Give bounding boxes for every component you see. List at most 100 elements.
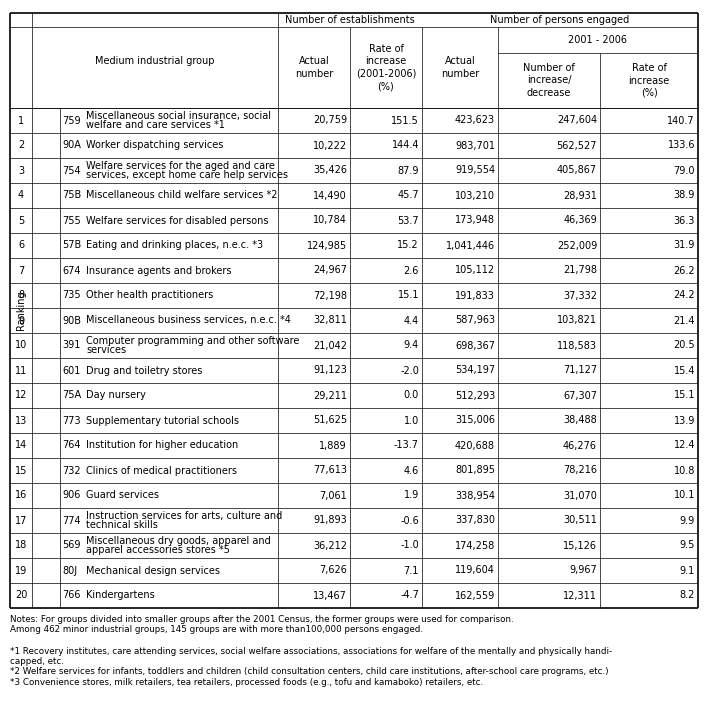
Text: 140.7: 140.7 — [668, 116, 695, 125]
Text: 8: 8 — [18, 290, 24, 301]
Text: 755: 755 — [62, 215, 81, 226]
Text: 53.7: 53.7 — [397, 215, 419, 226]
Text: 983,701: 983,701 — [455, 141, 495, 151]
Text: 144.4: 144.4 — [392, 141, 419, 151]
Text: 36,212: 36,212 — [313, 540, 347, 550]
Text: 13.9: 13.9 — [673, 416, 695, 425]
Text: 569: 569 — [62, 540, 81, 550]
Text: 754: 754 — [62, 165, 81, 175]
Text: 31,070: 31,070 — [563, 491, 597, 501]
Text: 774: 774 — [62, 515, 81, 526]
Text: Number of
increase/
decrease: Number of increase/ decrease — [523, 63, 575, 98]
Text: services: services — [86, 345, 126, 355]
Text: 391: 391 — [62, 341, 81, 350]
Text: 337,830: 337,830 — [455, 515, 495, 526]
Text: 15.1: 15.1 — [397, 290, 419, 301]
Text: 674: 674 — [62, 266, 81, 275]
Text: Institution for higher education: Institution for higher education — [86, 440, 239, 451]
Text: 90B: 90B — [62, 315, 81, 325]
Text: 1.0: 1.0 — [404, 416, 419, 425]
Text: 759: 759 — [62, 116, 81, 125]
Text: 20,759: 20,759 — [313, 116, 347, 125]
Text: 10: 10 — [15, 341, 27, 350]
Text: Worker dispatching services: Worker dispatching services — [86, 141, 224, 151]
Text: 24,967: 24,967 — [313, 266, 347, 275]
Text: 80J: 80J — [62, 566, 77, 576]
Text: Instruction services for arts, culture and: Instruction services for arts, culture a… — [86, 511, 282, 521]
Text: 15.2: 15.2 — [397, 240, 419, 250]
Text: -0.6: -0.6 — [400, 515, 419, 526]
Text: Miscellaneous child welfare services *2: Miscellaneous child welfare services *2 — [86, 191, 278, 200]
Text: 338,954: 338,954 — [455, 491, 495, 501]
Text: 10.8: 10.8 — [673, 465, 695, 475]
Text: 0.0: 0.0 — [404, 390, 419, 400]
Text: Welfare services for disabled persons: Welfare services for disabled persons — [86, 215, 268, 226]
Text: 17: 17 — [15, 515, 27, 526]
Text: Welfare services for the aged and care: Welfare services for the aged and care — [86, 161, 275, 171]
Text: 21,798: 21,798 — [563, 266, 597, 275]
Text: 20.5: 20.5 — [673, 341, 695, 350]
Text: 35,426: 35,426 — [313, 165, 347, 175]
Text: 71,127: 71,127 — [563, 365, 597, 376]
Text: 32,811: 32,811 — [313, 315, 347, 325]
Text: 773: 773 — [62, 416, 81, 425]
Text: 534,197: 534,197 — [455, 365, 495, 376]
Text: 12: 12 — [15, 390, 27, 400]
Text: 174,258: 174,258 — [455, 540, 495, 550]
Text: 1,889: 1,889 — [319, 440, 347, 451]
Text: -1.0: -1.0 — [400, 540, 419, 550]
Text: 119,604: 119,604 — [455, 566, 495, 576]
Text: 10,784: 10,784 — [313, 215, 347, 226]
Text: welfare and care services *1: welfare and care services *1 — [86, 120, 225, 130]
Text: 21,042: 21,042 — [313, 341, 347, 350]
Text: 735: 735 — [62, 290, 81, 301]
Text: Ranking: Ranking — [16, 290, 26, 331]
Text: 72,198: 72,198 — [313, 290, 347, 301]
Text: 12,311: 12,311 — [563, 590, 597, 601]
Text: 7,626: 7,626 — [319, 566, 347, 576]
Text: 405,867: 405,867 — [557, 165, 597, 175]
Text: -13.7: -13.7 — [394, 440, 419, 451]
Text: 919,554: 919,554 — [455, 165, 495, 175]
Text: 764: 764 — [62, 440, 81, 451]
Text: Among 462 minor industrial groups, 145 groups are with more than100,000 persons : Among 462 minor industrial groups, 145 g… — [10, 625, 423, 635]
Text: Notes: For groups divided into smaller groups after the 2001 Census, the former : Notes: For groups divided into smaller g… — [10, 615, 513, 624]
Text: 21.4: 21.4 — [673, 315, 695, 325]
Text: capped, etc.: capped, etc. — [10, 657, 64, 666]
Text: 46,276: 46,276 — [563, 440, 597, 451]
Text: 75A: 75A — [62, 390, 81, 400]
Text: Medium industrial group: Medium industrial group — [96, 55, 215, 66]
Text: 801,895: 801,895 — [455, 465, 495, 475]
Text: 512,293: 512,293 — [455, 390, 495, 400]
Text: 15.4: 15.4 — [673, 365, 695, 376]
Text: Eating and drinking places, n.e.c. *3: Eating and drinking places, n.e.c. *3 — [86, 240, 263, 250]
Text: Mechanical design services: Mechanical design services — [86, 566, 220, 576]
Text: 7.1: 7.1 — [404, 566, 419, 576]
Text: 2001 - 2006: 2001 - 2006 — [569, 35, 627, 45]
Text: 45.7: 45.7 — [397, 191, 419, 200]
Text: Insurance agents and brokers: Insurance agents and brokers — [86, 266, 232, 275]
Text: Miscellaneous social insurance, social: Miscellaneous social insurance, social — [86, 111, 271, 121]
Text: 14: 14 — [15, 440, 27, 451]
Text: 118,583: 118,583 — [557, 341, 597, 350]
Text: 91,893: 91,893 — [313, 515, 347, 526]
Text: 9: 9 — [18, 315, 24, 325]
Text: 87.9: 87.9 — [397, 165, 419, 175]
Text: 91,123: 91,123 — [313, 365, 347, 376]
Text: 19: 19 — [15, 566, 27, 576]
Text: Number of persons engaged: Number of persons engaged — [491, 15, 629, 25]
Text: 15,126: 15,126 — [563, 540, 597, 550]
Text: 247,604: 247,604 — [557, 116, 597, 125]
Text: Number of establishments: Number of establishments — [285, 15, 415, 25]
Text: Actual
number: Actual number — [295, 56, 333, 79]
Text: 562,527: 562,527 — [556, 141, 597, 151]
Text: 6: 6 — [18, 240, 24, 250]
Text: 15: 15 — [15, 465, 27, 475]
Text: 15.1: 15.1 — [673, 390, 695, 400]
Text: 77,613: 77,613 — [313, 465, 347, 475]
Text: 10,222: 10,222 — [313, 141, 347, 151]
Text: 10.1: 10.1 — [673, 491, 695, 501]
Text: Guard services: Guard services — [86, 491, 159, 501]
Text: 14,490: 14,490 — [313, 191, 347, 200]
Text: 26.2: 26.2 — [673, 266, 695, 275]
